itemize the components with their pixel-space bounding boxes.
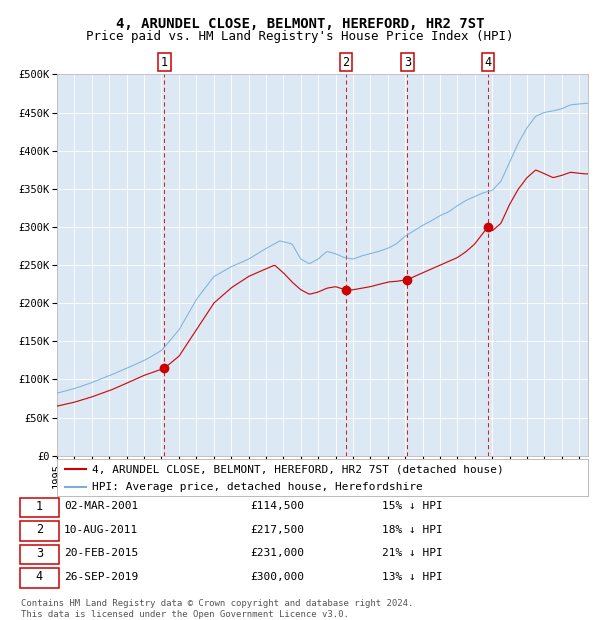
- Text: 4: 4: [36, 570, 43, 583]
- Text: 1: 1: [161, 56, 168, 69]
- Text: 2: 2: [343, 56, 350, 69]
- Text: 4, ARUNDEL CLOSE, BELMONT, HEREFORD, HR2 7ST: 4, ARUNDEL CLOSE, BELMONT, HEREFORD, HR2…: [116, 17, 484, 32]
- Text: 21% ↓ HPI: 21% ↓ HPI: [382, 549, 443, 559]
- Text: 4: 4: [484, 56, 491, 69]
- Text: £114,500: £114,500: [250, 502, 304, 512]
- Text: 02-MAR-2001: 02-MAR-2001: [64, 502, 138, 512]
- Text: 1: 1: [36, 500, 43, 513]
- Text: 10-AUG-2011: 10-AUG-2011: [64, 525, 138, 535]
- Text: 13% ↓ HPI: 13% ↓ HPI: [382, 572, 443, 582]
- FancyBboxPatch shape: [20, 521, 59, 541]
- Text: Contains HM Land Registry data © Crown copyright and database right 2024.
This d: Contains HM Land Registry data © Crown c…: [21, 600, 413, 619]
- Text: 26-SEP-2019: 26-SEP-2019: [64, 572, 138, 582]
- FancyBboxPatch shape: [20, 569, 59, 588]
- Text: £231,000: £231,000: [250, 549, 304, 559]
- Text: 20-FEB-2015: 20-FEB-2015: [64, 549, 138, 559]
- Text: 3: 3: [404, 56, 411, 69]
- Text: £300,000: £300,000: [250, 572, 304, 582]
- Text: £217,500: £217,500: [250, 525, 304, 535]
- FancyBboxPatch shape: [20, 498, 59, 517]
- Text: 15% ↓ HPI: 15% ↓ HPI: [382, 502, 443, 512]
- Text: Price paid vs. HM Land Registry's House Price Index (HPI): Price paid vs. HM Land Registry's House …: [86, 30, 514, 43]
- Text: 18% ↓ HPI: 18% ↓ HPI: [382, 525, 443, 535]
- Text: HPI: Average price, detached house, Herefordshire: HPI: Average price, detached house, Here…: [92, 482, 422, 492]
- Text: 3: 3: [36, 547, 43, 560]
- Text: 4, ARUNDEL CLOSE, BELMONT, HEREFORD, HR2 7ST (detached house): 4, ARUNDEL CLOSE, BELMONT, HEREFORD, HR2…: [92, 464, 503, 474]
- Text: 2: 2: [36, 523, 43, 536]
- FancyBboxPatch shape: [20, 545, 59, 564]
